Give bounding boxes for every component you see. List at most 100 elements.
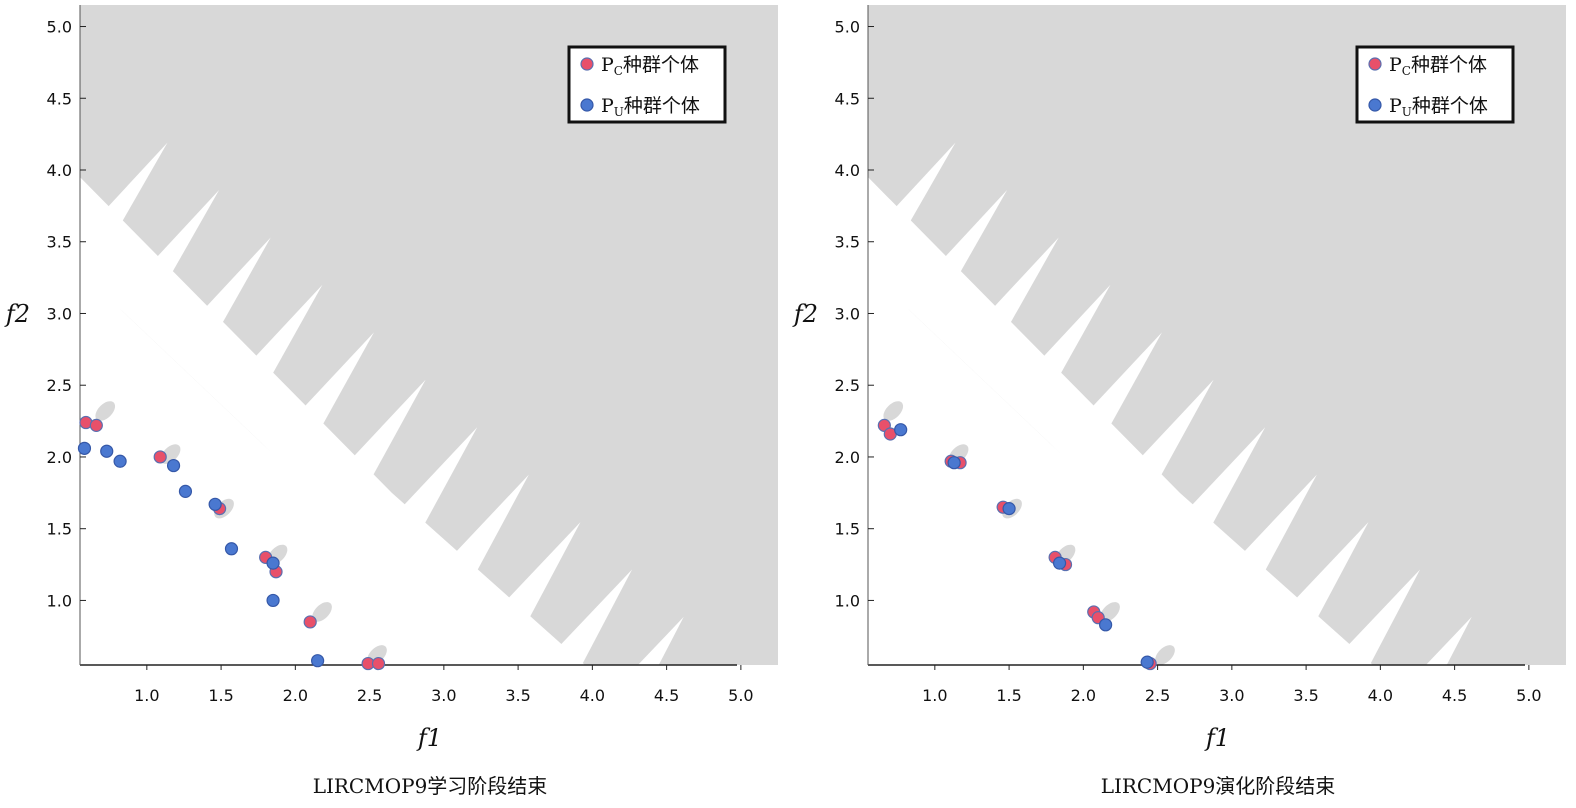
- chart-svg: 1.0 1.5 2.0 2.5 3.0 3.5 4.0 4.5 5.0 1.0 1.5 2.0 2.5 3…: [792, 5, 1566, 798]
- y-tick-label: 4.5: [47, 89, 72, 108]
- feasible-spike: [1068, 332, 1162, 448]
- pu-point: [77, 441, 92, 455]
- pu-point: [208, 497, 222, 511]
- pc-point: [153, 450, 167, 464]
- x-tick-label: 1.0: [134, 686, 159, 705]
- pu-point: [178, 484, 193, 498]
- pc-legend-label: PC种群个体: [1389, 54, 1487, 78]
- infeasible-island: [1155, 645, 1175, 665]
- pc-point: [89, 418, 103, 432]
- y-tick-label: 4.5: [835, 89, 860, 108]
- y-tick-label: 2.0: [835, 448, 860, 467]
- chart-caption: LIRCMOP9演化阶段结束: [1101, 774, 1336, 798]
- y-tick-label: 2.5: [47, 376, 72, 395]
- x-tick-label: 3.5: [505, 686, 530, 705]
- feasible-spike: [908, 190, 1008, 313]
- feasible-spike: [1335, 569, 1421, 665]
- legend-box: [567, 45, 727, 124]
- x-tick-label: 4.0: [1368, 686, 1393, 705]
- pc-point: [303, 615, 317, 629]
- x-tick-label: 1.0: [922, 686, 947, 705]
- pu-legend-label: PU种群个体: [1389, 95, 1488, 119]
- pu-legend-label: PU种群个体: [601, 95, 700, 119]
- x-tick-label: 1.5: [208, 686, 233, 705]
- pu-point: [224, 542, 239, 556]
- x-tick-label: 2.5: [357, 686, 382, 705]
- feasible-spike: [547, 569, 633, 665]
- x-tick-label: 3.5: [1293, 686, 1318, 705]
- pc-legend-marker: [580, 57, 594, 71]
- feasible-spike: [494, 522, 581, 629]
- y-tick-label: 2.0: [47, 448, 72, 467]
- x-tick-label: 2.0: [283, 686, 308, 705]
- pu-point: [113, 454, 127, 468]
- y-tick-label: 3.5: [835, 233, 860, 252]
- feasible-spike: [1282, 522, 1369, 629]
- infeasible-island: [95, 401, 116, 421]
- pu-point: [311, 654, 325, 668]
- pu-point: [100, 444, 114, 458]
- feasible-spike: [1015, 284, 1111, 403]
- chart-caption: LIRCMOP9学习阶段结束: [313, 774, 548, 798]
- y-tick-label: 1.5: [47, 520, 72, 539]
- chart-learning-stage: 1.0 1.5 2.0 2.5 3.0 3.5 4.0 4.5 5.0 1.0 1.5 2.0 2.5 3…: [4, 5, 778, 798]
- y-tick-label: 3.0: [47, 304, 72, 323]
- infeasible-island: [1100, 602, 1120, 622]
- x-axis-title: f1: [1204, 724, 1230, 752]
- feasible-spike: [440, 474, 529, 584]
- y-tick-label: 5.0: [47, 18, 72, 37]
- legend: PC种群个体 PU种群个体: [1355, 45, 1515, 124]
- pu-point: [166, 458, 181, 473]
- pu-point: [1002, 502, 1016, 516]
- y-tick-label: 3.5: [47, 233, 72, 252]
- x-tick-label: 5.0: [1516, 686, 1541, 705]
- x-tick-label: 3.0: [431, 686, 456, 705]
- x-tick-label: 2.5: [1145, 686, 1170, 705]
- pu-point: [947, 456, 961, 470]
- infeasible-island: [312, 602, 332, 622]
- y-tick-label: 1.5: [835, 520, 860, 539]
- y-tick-label: 5.0: [835, 18, 860, 37]
- y-tick-label: 3.0: [835, 304, 860, 323]
- x-tick-label: 1.5: [996, 686, 1021, 705]
- legend-box: [1355, 45, 1515, 124]
- y-tick-label: 1.0: [835, 591, 860, 610]
- feasible-spike: [868, 142, 956, 267]
- y-tick-label: 1.0: [47, 591, 72, 610]
- feasible-spike: [1175, 427, 1266, 539]
- x-axis-title: f1: [416, 724, 442, 752]
- y-axis-title: f2: [4, 300, 30, 328]
- legend: PC种群个体 PU种群个体: [567, 45, 727, 124]
- y-tick-label: 4.0: [835, 161, 860, 180]
- pu-point: [1099, 618, 1113, 632]
- pu-legend-marker: [580, 98, 594, 112]
- feasible-spike: [637, 616, 684, 665]
- feasible-spike: [227, 284, 323, 403]
- feasible-spike: [80, 142, 168, 267]
- y-tick-label: 4.0: [47, 161, 72, 180]
- infeasible-island: [883, 401, 904, 421]
- feasible-spike: [961, 237, 1059, 358]
- pu-point: [1052, 556, 1067, 570]
- feasible-region: [868, 270, 1284, 665]
- feasible-region: [80, 270, 496, 665]
- pc-legend-marker: [1368, 57, 1382, 71]
- pc-point: [371, 656, 386, 671]
- feasible-spike: [280, 332, 374, 448]
- feasible-spike: [1121, 379, 1214, 493]
- pu-legend-marker: [1368, 98, 1382, 112]
- y-axis-title: f2: [792, 300, 818, 328]
- y-tick-label: 2.5: [835, 376, 860, 395]
- x-tick-label: 4.5: [1442, 686, 1467, 705]
- feasible-spike: [333, 379, 426, 493]
- feasible-spike: [1228, 474, 1317, 584]
- feasible-spike: [120, 190, 220, 313]
- feasible-spike: [387, 427, 478, 539]
- chart-evolution-stage: 1.0 1.5 2.0 2.5 3.0 3.5 4.0 4.5 5.0 1.0 1.5 2.0 2.5 3…: [788, 0, 1576, 808]
- x-tick-label: 4.5: [654, 686, 679, 705]
- x-tick-label: 2.0: [1071, 686, 1096, 705]
- pc-legend-label: PC种群个体: [601, 54, 699, 78]
- pu-point: [266, 593, 280, 608]
- x-tick-label: 5.0: [728, 686, 753, 705]
- feasible-spike: [173, 237, 271, 358]
